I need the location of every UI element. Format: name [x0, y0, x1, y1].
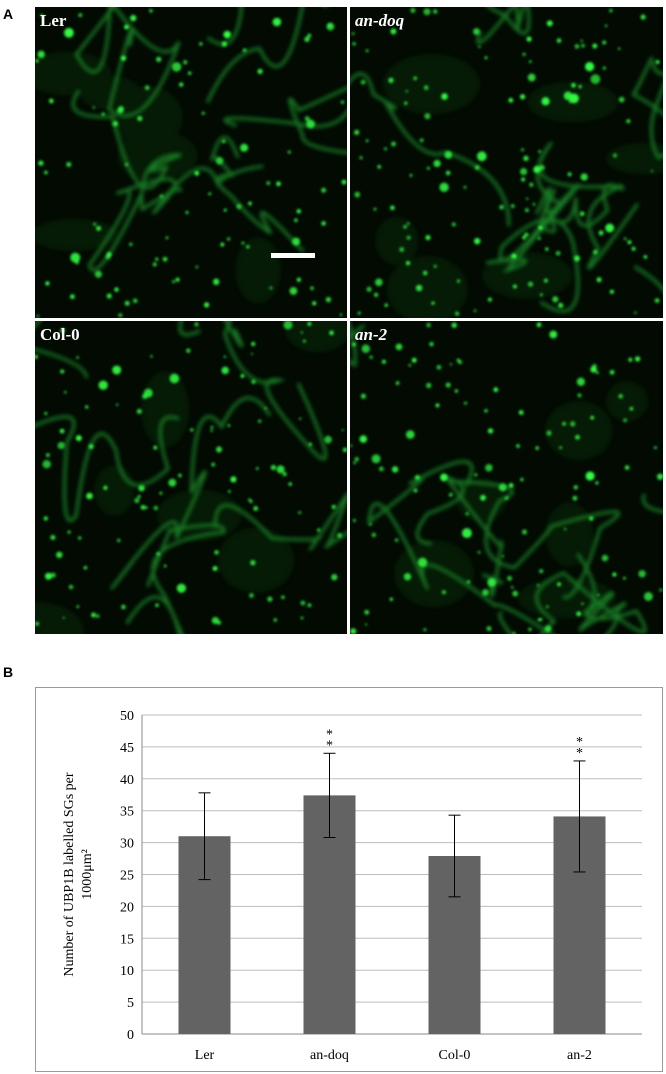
error-bar-an-2	[573, 760, 586, 873]
y-tick-label: 15	[120, 932, 134, 947]
y-tick-label: 5	[127, 996, 134, 1011]
svg-text:*: *	[326, 738, 333, 753]
scale-bar	[271, 253, 315, 258]
y-tick-label: 10	[120, 964, 134, 979]
micrograph-label-col-0: Col-0	[40, 325, 80, 344]
panel-b-letter: B	[3, 664, 14, 680]
micrograph-an-2: an-2	[350, 321, 663, 634]
micrograph-image	[35, 7, 347, 318]
panel-a-letter: A	[3, 6, 14, 22]
micrograph-an-doq: an-doq	[350, 7, 663, 318]
micrograph-image	[35, 321, 347, 634]
error-bar-Col-0	[448, 814, 461, 898]
micrograph-label-ler: Ler	[40, 11, 67, 30]
x-tick-label: an-2	[567, 1048, 592, 1063]
x-tick-label: Ler	[195, 1048, 215, 1063]
x-tick-label: Col-0	[439, 1048, 471, 1063]
svg-text:*: *	[576, 735, 583, 750]
y-tick-label: 0	[127, 1028, 134, 1043]
bar-chart-frame: 0 5 10 15 20 25 30 35 40 45 50 Ler * * an-doq Col-0 * * an…	[35, 687, 663, 1072]
micrograph-ler: Ler	[35, 7, 347, 318]
svg-text:*: *	[576, 746, 583, 761]
micrograph-label-an-2: an-2	[355, 325, 388, 344]
svg-text:*: *	[326, 727, 333, 742]
micrograph-col-0: Col-0	[35, 321, 347, 634]
micrograph-grid: Ler an-doq Col-0 an-2	[35, 7, 663, 634]
micrograph-image	[350, 7, 663, 318]
error-bar-an-doq	[323, 752, 336, 838]
y-axis-title: Number of UBP1B labelled SGs per 1000μm²	[62, 772, 95, 976]
x-tick-label: an-doq	[310, 1048, 349, 1063]
significance-marker-an-doq: **	[326, 727, 333, 753]
y-tick-label: 20	[120, 900, 134, 915]
micrograph-image	[350, 321, 663, 634]
micrograph-label-an-doq: an-doq	[355, 11, 405, 30]
y-tick-label: 50	[120, 709, 134, 724]
y-tick-label: 40	[120, 773, 134, 788]
significance-marker-an-2: **	[576, 735, 583, 761]
y-tick-label: 30	[120, 837, 134, 852]
y-tick-label: 25	[120, 869, 134, 884]
error-bar-Ler	[198, 792, 211, 881]
y-tick-label: 35	[120, 805, 134, 820]
y-tick-label: 45	[120, 741, 134, 756]
